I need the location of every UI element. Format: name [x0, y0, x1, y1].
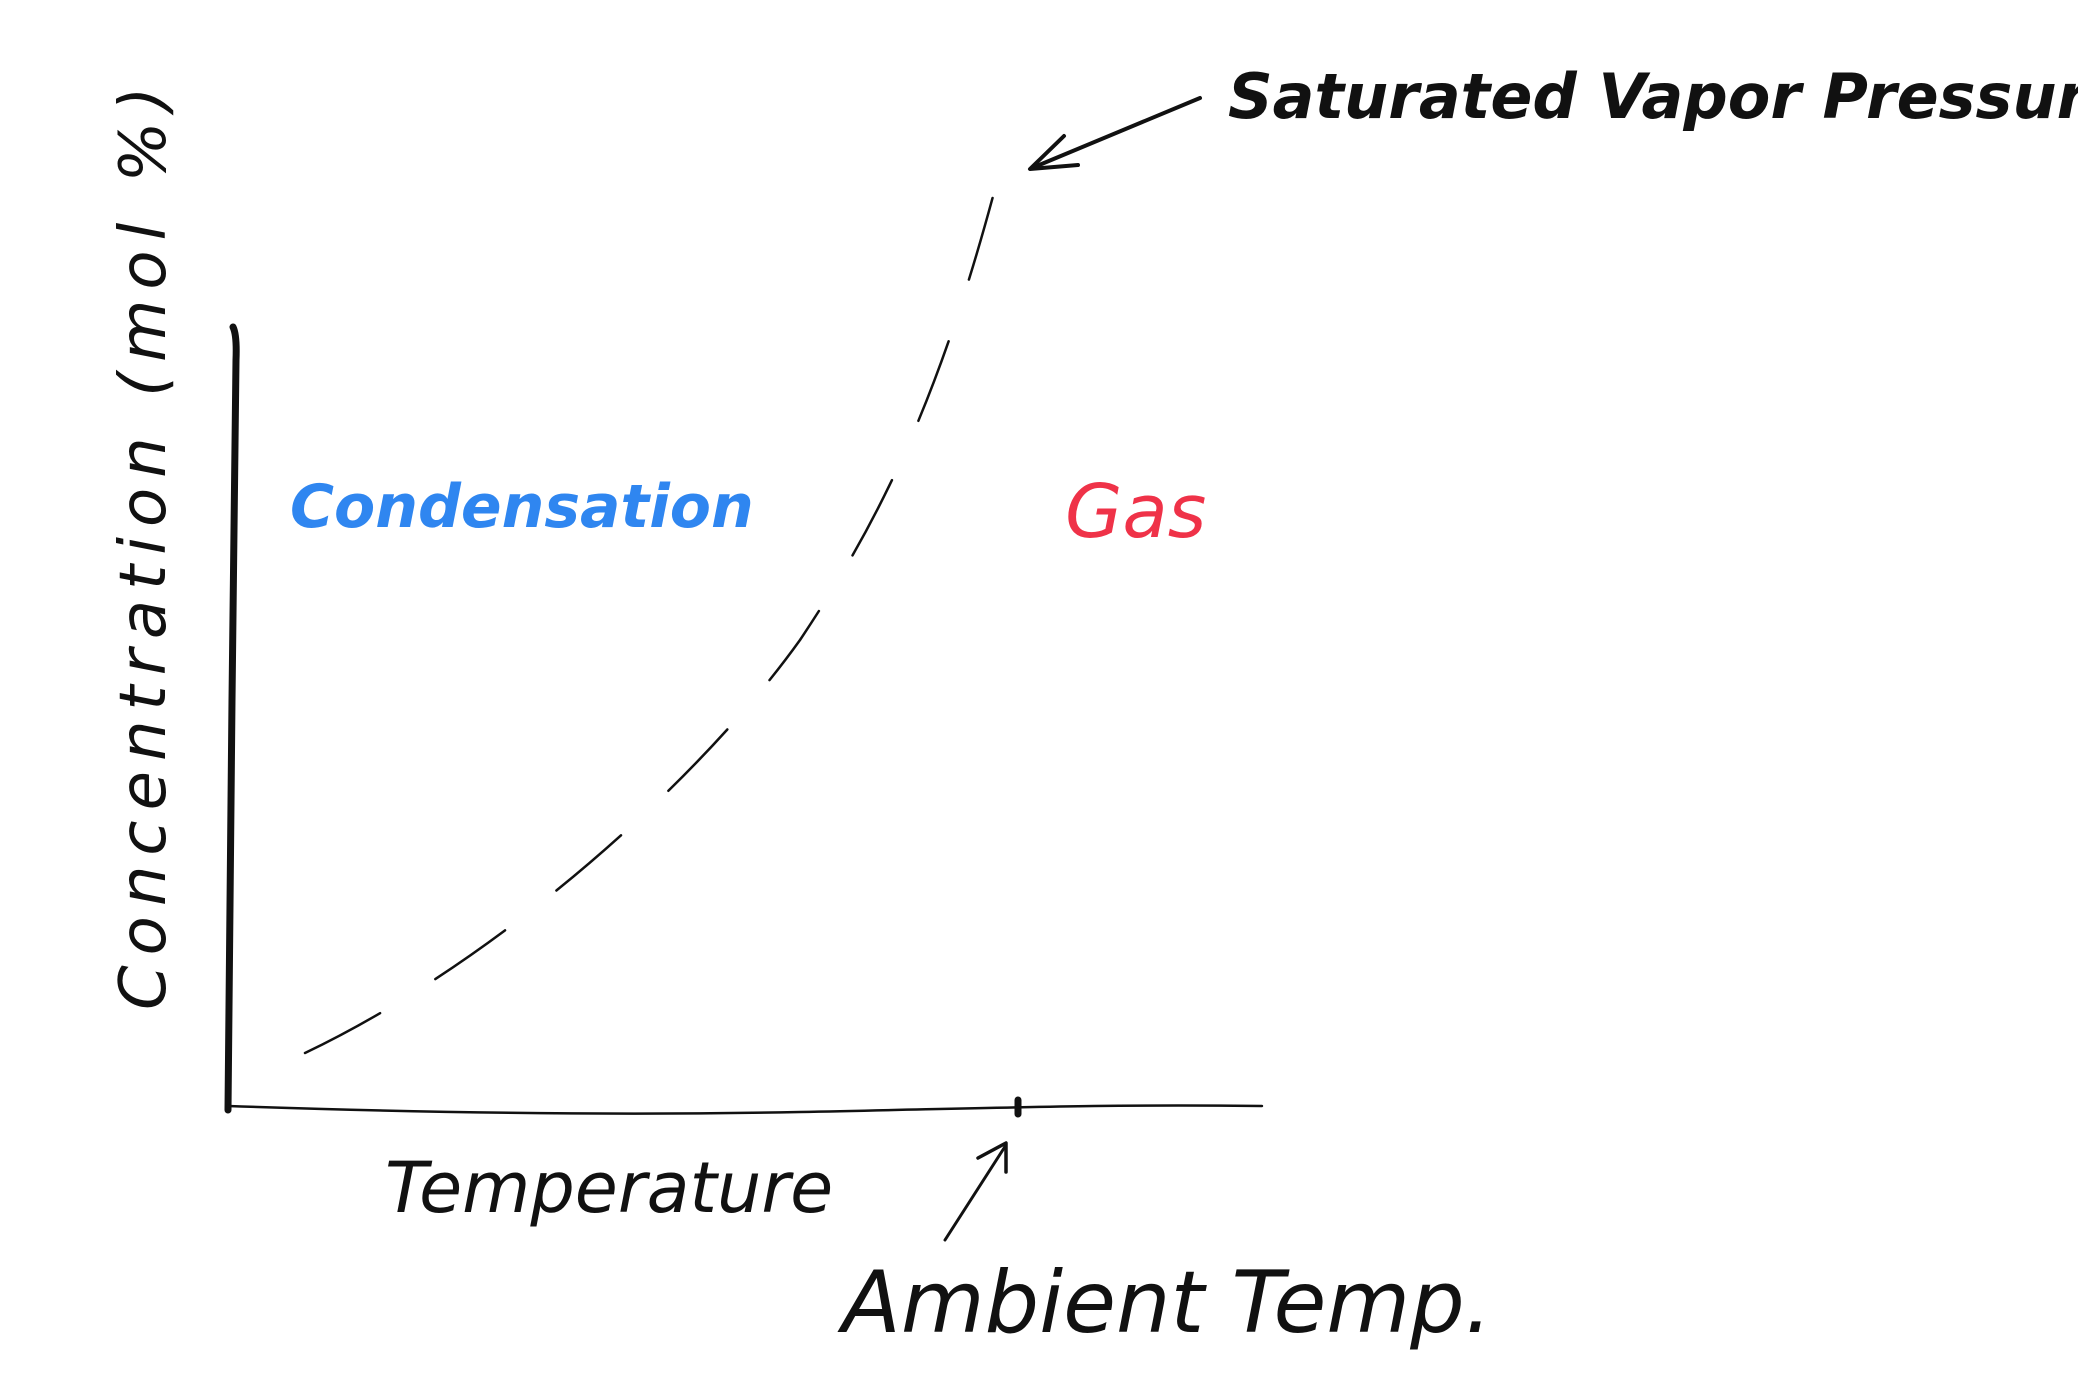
ambient-temp-arrow: [943, 1143, 1008, 1242]
gas-region-label: Gas: [1065, 469, 1206, 555]
curve-label-arrowhead: [1028, 134, 1080, 171]
ambient-temp-arrowhead: [976, 1141, 1008, 1174]
curve-label-arrow: [1030, 96, 1202, 170]
saturated-vapor-pressure-label: Saturated Vapor Pressure: [1228, 60, 2078, 133]
y-axis: [224, 323, 240, 1114]
x-axis: [226, 1104, 1264, 1115]
x-axis-label: Temperature: [385, 1147, 833, 1229]
condensation-region-label: Condensation: [290, 472, 754, 542]
y-axis-label: Concentration (mol %): [107, 77, 181, 1010]
ambient-temp-label: Ambient Temp.: [837, 1253, 1492, 1353]
saturated-vapor-pressure-curve: [303, 168, 1002, 1055]
